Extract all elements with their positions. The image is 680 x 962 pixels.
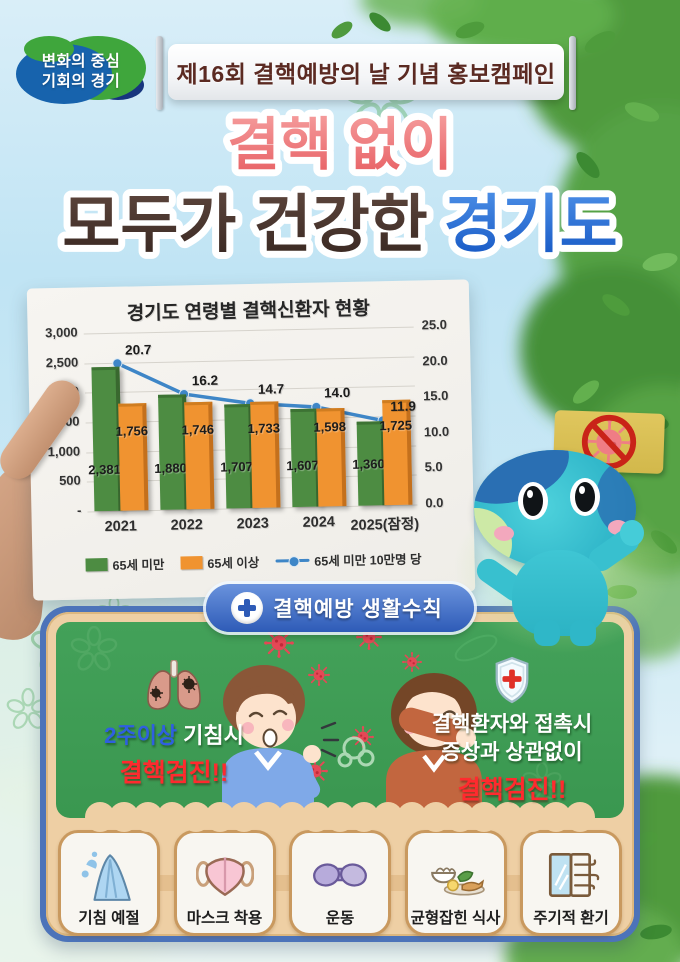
bar-over65	[118, 402, 149, 511]
balanced-meal-icon	[427, 846, 485, 904]
left-tick: -	[76, 502, 82, 518]
campaign-banner: 제16회 결핵예방의 날 기념 홍보캠페인	[156, 36, 576, 110]
rule-card-label: 마스크 착용	[186, 910, 263, 927]
mascot-blush-left	[494, 526, 514, 541]
line-value-label: 14.0	[323, 385, 351, 401]
tip-left-action: 결핵검진!!	[119, 758, 229, 787]
panel-frame: 2주이상 기침시 결핵검진!! 결핵환자와 접촉시 증상과 상관없이 결핵검진!…	[46, 612, 634, 936]
banner-pole-left	[156, 36, 163, 110]
chart-title: 경기도 연령별 결핵신환자 현황	[126, 298, 371, 325]
bar-over65	[250, 401, 281, 508]
mascot-eye-left	[518, 482, 548, 520]
bar-value-label: 1,733	[247, 420, 281, 437]
scallop-divider	[56, 802, 624, 834]
mascot-eye-right	[570, 478, 600, 516]
right-tick: 25.0	[421, 316, 448, 333]
chart-board: 경기도 연령별 결핵신환자 현황 2,381 1,756 20.7 1,880 1,74…	[26, 279, 476, 601]
chart-legend: 65세 미만 65세 이상 65세 미만 10만명 당	[32, 547, 474, 575]
poster-title: 결핵 없이 모두가 건강한 경기도	[55, 106, 624, 267]
rule-card: 운동	[289, 830, 391, 936]
mascot-character	[454, 392, 680, 654]
x-axis-label: 2025(잠정)	[350, 516, 420, 534]
bar-value-label: 1,725	[379, 417, 413, 434]
mascot-hand-on-pole	[620, 520, 644, 546]
prevention-rules-panel: 2주이상 기침시 결핵검진!! 결핵환자와 접촉시 증상과 상관없이 결핵검진!…	[40, 606, 640, 942]
badge-line-2: 기회의 경기	[41, 73, 121, 90]
badge-blob-crescent	[24, 36, 74, 62]
legend-item: 65세 미만 10만명 당	[275, 548, 422, 570]
tip-left-highlight: 2주이상	[104, 723, 178, 748]
legend-label: 65세 미만 10만명 당	[314, 552, 422, 569]
rule-card: 균형잡힌 식사	[404, 830, 507, 936]
bar-over65	[382, 399, 413, 506]
right-tick: 0.0	[425, 494, 444, 511]
medical-shield-icon	[491, 656, 533, 704]
right-tick: 10.0	[423, 423, 450, 440]
mascot-leg-right	[570, 620, 596, 646]
tip-right-action: 결핵검진!!	[457, 775, 567, 804]
face-mask-icon	[196, 846, 254, 904]
left-tick: 2,500	[45, 354, 79, 370]
rule-card: 마스크 착용	[173, 830, 276, 936]
right-tick: 5.0	[424, 459, 443, 475]
line-value-label: 16.2	[191, 372, 219, 388]
line-value-label: 14.7	[257, 381, 285, 398]
title-line-2-brown: 모두가 건강한	[62, 190, 427, 260]
left-tick: 500	[58, 472, 81, 489]
rule-card-label: 균형잡힌 식사	[410, 910, 501, 927]
title-line-1: 결핵 없이	[227, 113, 453, 177]
right-tick: 20.0	[422, 352, 448, 368]
bar-value-label: 1,598	[313, 419, 347, 435]
rules-header-pill: 결핵예방 생활수칙	[206, 584, 474, 632]
legend-swatch	[85, 558, 108, 572]
chart-plot-area: 2,381 1,756 20.7 1,880 1,746 16.2 1,707 1,733 14…	[84, 327, 418, 512]
dumbbell-icon	[311, 846, 369, 904]
banner-cloth: 제16회 결핵예방의 날 기념 홍보캠페인	[168, 44, 564, 100]
tip-left-cough: 2주이상 기침시 결핵검진!!	[70, 660, 278, 789]
badge-line-1: 변화의 중심	[41, 52, 121, 70]
open-window-icon	[542, 846, 600, 904]
legend-item: 65세 미만	[85, 554, 165, 575]
lungs-infection-icon	[141, 660, 207, 714]
rule-card-label: 주기적 환기	[533, 910, 609, 927]
rule-cards-row: 기침 예절 마스크 착용 운동 균형잡힌 식사 주기적 환기	[56, 830, 624, 936]
sleeve-cough-icon	[80, 846, 138, 904]
line-value-label: 20.7	[124, 341, 152, 358]
rule-card-label: 기침 예절	[78, 910, 140, 927]
mascot-leg-left	[534, 620, 560, 646]
rule-card-label: 운동	[325, 910, 355, 927]
title-line-2-blue: 경기도	[444, 190, 618, 260]
bar-value-label: 1,756	[115, 423, 149, 439]
right-tick: 15.0	[422, 388, 449, 404]
legend-line-marker	[275, 554, 310, 568]
medical-cross-icon	[231, 592, 264, 624]
banner-pole-right	[569, 36, 576, 110]
legend-item: 65세 이상	[180, 552, 259, 573]
legend-label: 65세 이상	[207, 555, 260, 571]
legend-swatch	[180, 556, 203, 570]
bar-value-label: 1,746	[181, 421, 215, 438]
rules-header-label: 결핵예방 생활수칙	[273, 598, 443, 621]
bar-over65	[184, 402, 215, 510]
legend-label: 65세 미만	[112, 557, 165, 573]
badge-text: 변화의 중심 기회의 경기	[14, 34, 148, 110]
tip-left-line: 2주이상 기침시	[70, 721, 278, 751]
tip-right-contact: 결핵환자와 접촉시 증상과 상관없이 결핵검진!!	[404, 656, 620, 806]
rule-card: 기침 예절	[58, 830, 160, 936]
banner-text: 제16회 결핵예방의 날 기념 홍보캠페인	[176, 61, 556, 87]
gyeonggi-province-badge: 변화의 중심 기회의 경기	[14, 34, 148, 110]
tip-left-rest: 기침시	[177, 723, 244, 748]
tip-right-line-2: 증상과 상관없이	[441, 741, 583, 765]
tip-right-line-1: 결핵환자와 접촉시	[431, 713, 593, 736]
left-tick: 3,000	[45, 324, 78, 341]
rule-card: 주기적 환기	[520, 830, 622, 936]
